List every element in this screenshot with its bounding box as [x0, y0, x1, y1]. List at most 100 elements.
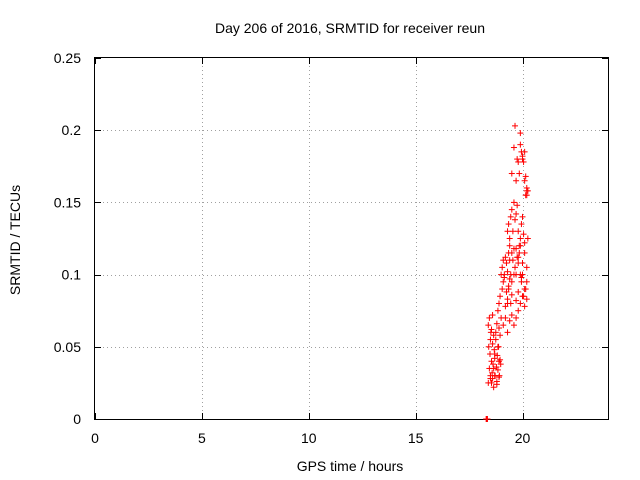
- y-tick-labels: 0 0.05 0.1 0.15 0.2 0.25: [54, 50, 81, 427]
- data-point: [494, 343, 501, 350]
- data-point: [505, 221, 512, 228]
- data-point: [484, 416, 491, 422]
- data-point: [516, 170, 523, 177]
- data-point: [522, 286, 529, 293]
- data-point: [506, 317, 513, 324]
- data-point: [523, 187, 530, 194]
- data-point: [488, 379, 495, 386]
- data-point: [485, 322, 492, 329]
- x-tick-label: 5: [198, 430, 206, 446]
- data-point: [515, 288, 522, 295]
- data-point: [497, 356, 504, 363]
- data-point: [502, 314, 509, 321]
- data-point: [510, 144, 517, 151]
- data-point: [510, 199, 517, 206]
- data-point: [513, 245, 520, 252]
- data-points: [483, 122, 531, 422]
- data-point: [512, 216, 519, 223]
- data-point: [495, 325, 502, 332]
- data-point: [520, 293, 527, 300]
- data-point: [512, 122, 519, 129]
- data-point: [486, 314, 493, 321]
- data-point: [485, 343, 492, 350]
- data-point: [519, 153, 526, 160]
- data-point: [506, 257, 513, 264]
- data-point: [495, 300, 502, 307]
- data-point: [523, 264, 530, 271]
- data-point: [493, 364, 500, 371]
- data-point: [521, 177, 528, 184]
- data-point: [524, 235, 531, 242]
- data-point: [512, 264, 519, 271]
- data-point: [493, 320, 500, 327]
- data-point: [492, 336, 499, 343]
- data-point: [489, 312, 496, 319]
- data-point: [510, 271, 517, 278]
- data-point: [509, 228, 516, 235]
- y-axis-label: SRMTID / TECUs: [7, 185, 23, 295]
- data-point: [492, 329, 499, 336]
- data-point: [494, 307, 501, 314]
- data-point: [513, 210, 520, 217]
- data-point: [508, 206, 515, 213]
- data-point: [495, 374, 502, 381]
- data-point: [515, 254, 522, 261]
- data-point: [504, 268, 511, 275]
- x-tick-label: 0: [91, 430, 99, 446]
- x-axis-label: GPS time / hours: [297, 458, 404, 474]
- data-point: [499, 286, 506, 293]
- data-point: [508, 312, 515, 319]
- data-point: [489, 340, 496, 347]
- data-point: [523, 278, 530, 285]
- data-point: [497, 293, 504, 300]
- data-point: [510, 322, 517, 329]
- data-point: [504, 228, 511, 235]
- data-point: [515, 158, 522, 165]
- data-point: [513, 314, 520, 321]
- axis-ticks: [95, 58, 608, 420]
- data-point: [520, 158, 527, 165]
- data-point: [502, 254, 509, 261]
- x-tick-label: 15: [408, 430, 424, 446]
- data-point: [498, 271, 505, 278]
- data-point: [504, 300, 511, 307]
- y-tick-label: 0.1: [62, 267, 82, 283]
- data-point: [487, 336, 494, 343]
- data-point: [521, 303, 528, 310]
- data-point: [493, 381, 500, 388]
- y-tick-label: 0.2: [62, 122, 82, 138]
- data-point: [508, 278, 515, 285]
- data-point: [503, 260, 510, 267]
- data-point: [499, 264, 506, 271]
- y-tick-label: 0: [73, 411, 81, 427]
- data-point: [507, 213, 514, 220]
- data-point: [518, 148, 525, 155]
- data-point: [521, 239, 528, 246]
- data-point: [515, 228, 522, 235]
- x-tick-label: 10: [301, 430, 317, 446]
- data-point: [497, 361, 504, 368]
- y-tick-label: 0.15: [54, 194, 81, 210]
- data-point: [508, 170, 515, 177]
- data-point: [505, 286, 512, 293]
- data-point: [518, 278, 525, 285]
- data-point: [494, 352, 501, 359]
- data-point: [523, 296, 530, 303]
- data-point: [517, 141, 524, 148]
- data-point: [500, 322, 507, 329]
- data-point: [494, 366, 501, 373]
- x-tick-labels: 0 5 10 15 20: [91, 430, 530, 446]
- data-point: [488, 358, 495, 365]
- data-point: [497, 332, 504, 339]
- data-point: [506, 235, 513, 242]
- data-point: [513, 297, 520, 304]
- chart-title: Day 206 of 2016, SRMTID for receiver reu…: [215, 20, 485, 36]
- data-point: [508, 291, 515, 298]
- data-point: [514, 202, 521, 209]
- data-point: [519, 260, 526, 267]
- data-point: [513, 177, 520, 184]
- plot-frame: [94, 57, 609, 420]
- grid: [95, 58, 608, 419]
- data-point: [508, 249, 515, 256]
